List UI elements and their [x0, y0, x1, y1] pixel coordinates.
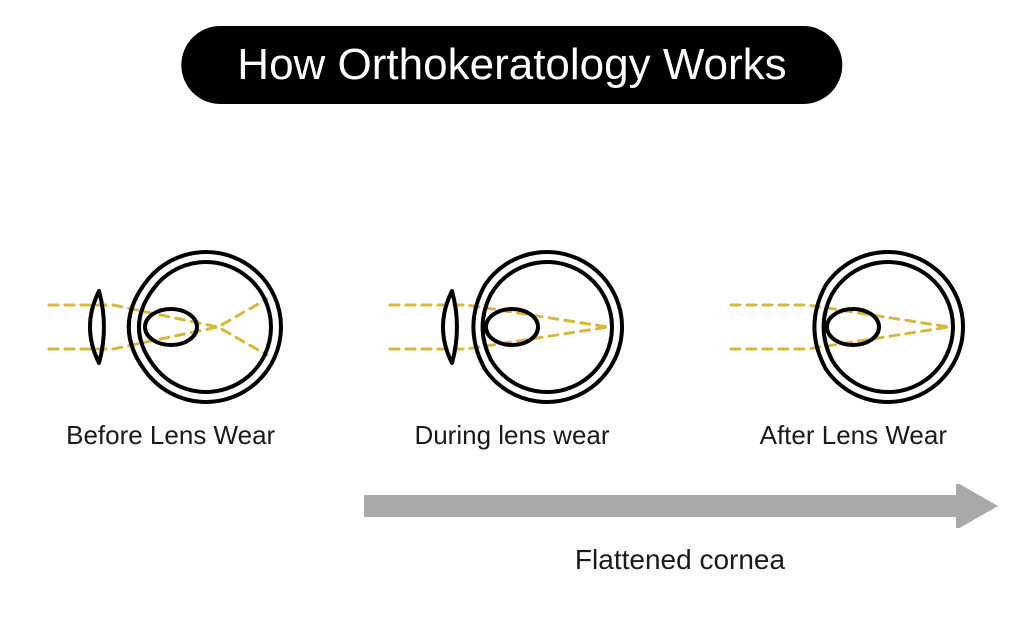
eye-during-svg — [382, 242, 642, 412]
caption-during: During lens wear — [362, 420, 662, 451]
title-pill: How Orthokeratology Works — [181, 26, 842, 104]
caption-after: After Lens Wear — [703, 420, 1003, 451]
arrow-label: Flattened cornea — [360, 544, 1000, 576]
eye-before-svg — [41, 242, 301, 412]
page: How Orthokeratology Works Before Lens We… — [0, 0, 1024, 640]
eye-after — [703, 242, 1003, 412]
caption-before: Before Lens Wear — [21, 420, 321, 451]
eyes-row — [0, 232, 1024, 422]
eye-during — [362, 242, 662, 412]
eye-before — [21, 242, 321, 412]
arrow-wrap — [360, 484, 1000, 528]
arrow-svg — [360, 484, 1000, 528]
eye-after-svg — [723, 242, 983, 412]
captions-row: Before Lens Wear During lens wear After … — [0, 420, 1024, 451]
